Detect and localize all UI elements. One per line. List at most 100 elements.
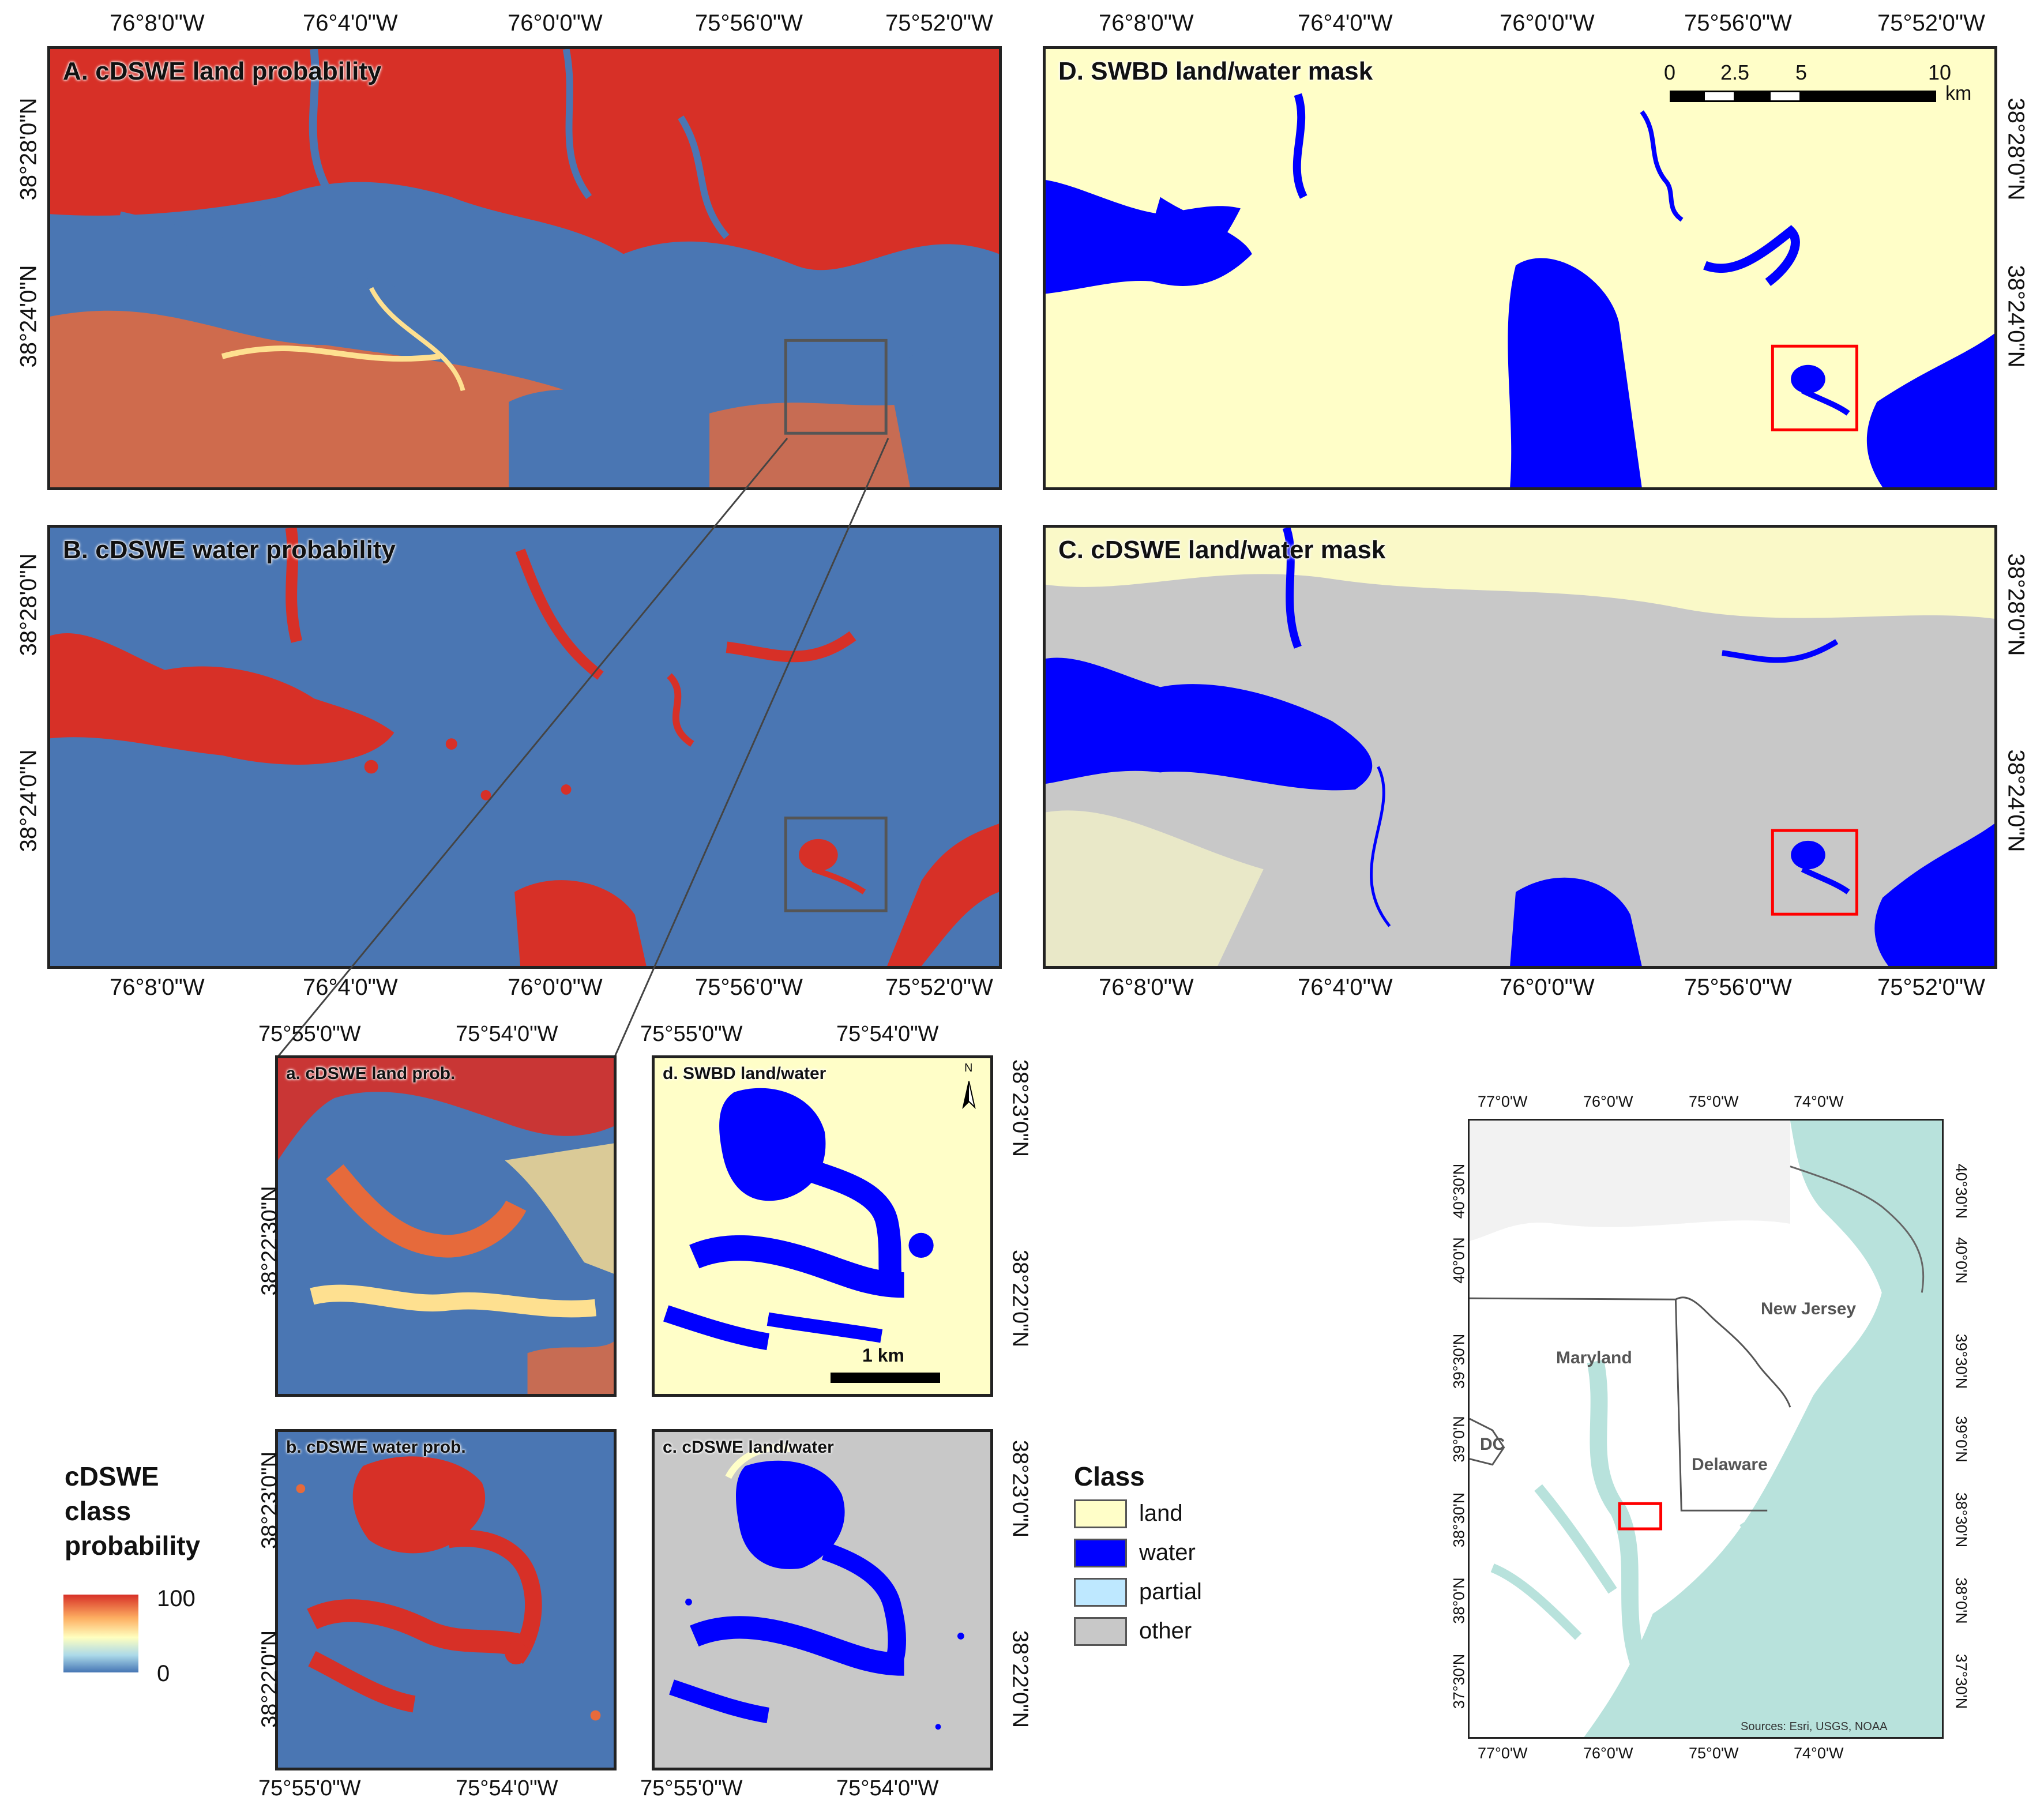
lon-label: 76°4'0"W [1298,975,1393,1000]
zoom-lat-label: 38°23'0"N [1008,1059,1032,1157]
lon-label: 75°56'0"W [1684,10,1792,36]
class-swatch-land [1074,1499,1127,1528]
panel-b-zoom-title: b. cDSWE water prob. [286,1438,466,1457]
panel-a-zoom-title: a. cDSWE land prob. [286,1064,456,1083]
panel-c-title: C. cDSWE land/water mask [1058,536,1386,564]
zoom-lat-label: 38°22'0"N [257,1630,282,1728]
lon-label: 75°52'0"W [885,975,993,1000]
scale-bar-segment [1769,91,1801,102]
prob-legend-max: 100 [157,1586,196,1611]
panel-c-cdswe-mask-map: C. cDSWE land/water mask [1043,525,1997,969]
zoom-lon-label: 75°55'0"W [258,1022,361,1046]
zoom-lon-label: 75°54'0"W [456,1022,558,1046]
zoom-scale-label: 1 km [862,1345,904,1366]
lon-label: 75°56'0"W [695,10,803,36]
lat-label: 38°28'0"N [2003,97,2029,201]
inset-lon-label: 74°0'W [1794,1093,1844,1110]
scale-bar [1670,91,1958,103]
inset-lat-label: 37°30'N [1450,1653,1468,1709]
lon-label: 76°0'0"W [1500,975,1595,1000]
prob-legend-title-line: class [65,1496,131,1526]
zoom-scale-bar [831,1373,940,1383]
lon-label: 75°52'0"W [885,10,993,36]
lat-label: 38°24'0"N [2003,749,2029,852]
lon-label: 76°8'0"W [110,10,205,36]
lon-label: 76°0'0"W [508,10,603,36]
lon-label: 76°4'0"W [303,10,398,36]
lat-label: 38°28'0"N [2003,553,2029,656]
scale-tick-2-5: 2.5 [1720,61,1750,84]
inset-label-maryland: Maryland [1556,1348,1632,1367]
inset-lon-label: 75°0'W [1689,1093,1739,1110]
inset-lon-label: 77°0'W [1478,1093,1528,1110]
scale-tick-5: 5 [1795,61,1808,84]
lat-label: 38°28'0"N [16,553,42,656]
panel-b-zoom-water-prob: b. cDSWE water prob. [275,1429,617,1770]
scale-unit: km [1945,82,1972,104]
zoom-lon-label: 75°55'0"W [640,1776,743,1800]
inset-lat-label: 37°30'N [1952,1653,1970,1709]
inset-lon-label: 77°0'W [1478,1745,1528,1762]
panel-d-zoom-swbd: d. SWBD land/water N 1 km [652,1055,993,1397]
panel-a-title: A. cDSWE land probability [63,57,382,85]
inset-lon-label: 76°0'W [1583,1745,1633,1762]
panel-d-swbd-mask-map: D. SWBD land/water mask 0 2.5 5 10 km [1043,46,1997,490]
zoom-lat-label: 38°22'0"N [1008,1249,1032,1348]
panel-d-zoom-title: d. SWBD land/water [663,1064,826,1083]
lon-label: 76°8'0"W [110,975,205,1000]
scale-tick-0: 0 [1664,61,1676,84]
class-label-water: water [1139,1540,1196,1565]
inset-lon-label: 74°0'W [1794,1745,1844,1762]
zoom-lon-label: 75°55'0"W [258,1776,361,1800]
class-swatch-water [1074,1539,1127,1567]
zoom-lat-label: 38°22'0"N [1008,1630,1032,1728]
inset-label-delaware: Delaware [1692,1455,1768,1474]
zoom-lat-label: 38°23'0"N [257,1451,282,1550]
zoom-lat-label: 38°23'0"N [1008,1439,1032,1538]
panel-a-zoom-land-prob: a. cDSWE land prob. [275,1055,617,1397]
locator-inset-map: New Jersey Maryland Delaware DC Sources:… [1468,1119,1944,1739]
lat-label: 38°28'0"N [16,97,42,201]
panel-b-title: B. cDSWE water probability [63,536,396,564]
lat-label: 38°24'0"N [2003,265,2029,368]
inset-sources: Sources: Esri, USGS, NOAA [1741,1720,1888,1733]
inset-lon-label: 75°0'W [1689,1745,1739,1762]
class-swatch-partial [1074,1578,1127,1607]
prob-legend-min: 0 [157,1661,170,1686]
panel-b-water-probability-map: B. cDSWE water probability [47,525,1002,969]
inset-lat-label: 40°0'N [1952,1237,1970,1284]
inset-label-new-jersey: New Jersey [1761,1299,1857,1318]
lon-label: 76°8'0"W [1099,10,1194,36]
north-arrow-label: N [964,1062,973,1074]
lat-label: 38°24'0"N [16,265,42,368]
lon-label: 76°4'0"W [1298,10,1393,36]
probability-color-ramp [63,1595,138,1672]
lon-label: 75°52'0"W [1877,975,1985,1000]
lat-label: 38°24'0"N [16,749,42,852]
scale-bar-segment [1801,91,1936,102]
lon-label: 75°56'0"W [695,975,803,1000]
zoom-lon-label: 75°54'0"W [836,1776,939,1800]
class-swatch-other [1074,1617,1127,1646]
scale-bar-segment [1735,91,1769,102]
zoom-lon-label: 75°55'0"W [640,1022,743,1046]
panel-a-land-probability-map: A. cDSWE land probability [47,46,1002,490]
class-label-other: other [1139,1618,1192,1644]
prob-legend-title-line: cDSWE [65,1461,159,1491]
inset-lon-label: 76°0'W [1583,1093,1633,1110]
prob-legend-title-line: probability [65,1531,201,1561]
inset-lat-label: 40°0'N [1450,1237,1468,1284]
zoom-lat-label: 38°22'30"N [257,1186,282,1296]
scale-bar-segment [1703,91,1735,102]
north-arrow-icon [957,1076,980,1110]
lon-label: 75°52'0"W [1877,10,1985,36]
lon-label: 76°4'0"W [303,975,398,1000]
inset-label-dc: DC [1480,1435,1505,1454]
class-legend-title: Class [1074,1461,1145,1491]
panel-c-zoom-cdswe: c. cDSWE land/water [652,1429,993,1770]
scale-tick-10: 10 [1928,61,1952,84]
class-label-partial: partial [1139,1579,1202,1604]
zoom-lon-label: 75°54'0"W [456,1776,558,1800]
lon-label: 75°56'0"W [1684,975,1792,1000]
panel-d-title: D. SWBD land/water mask [1058,57,1373,85]
